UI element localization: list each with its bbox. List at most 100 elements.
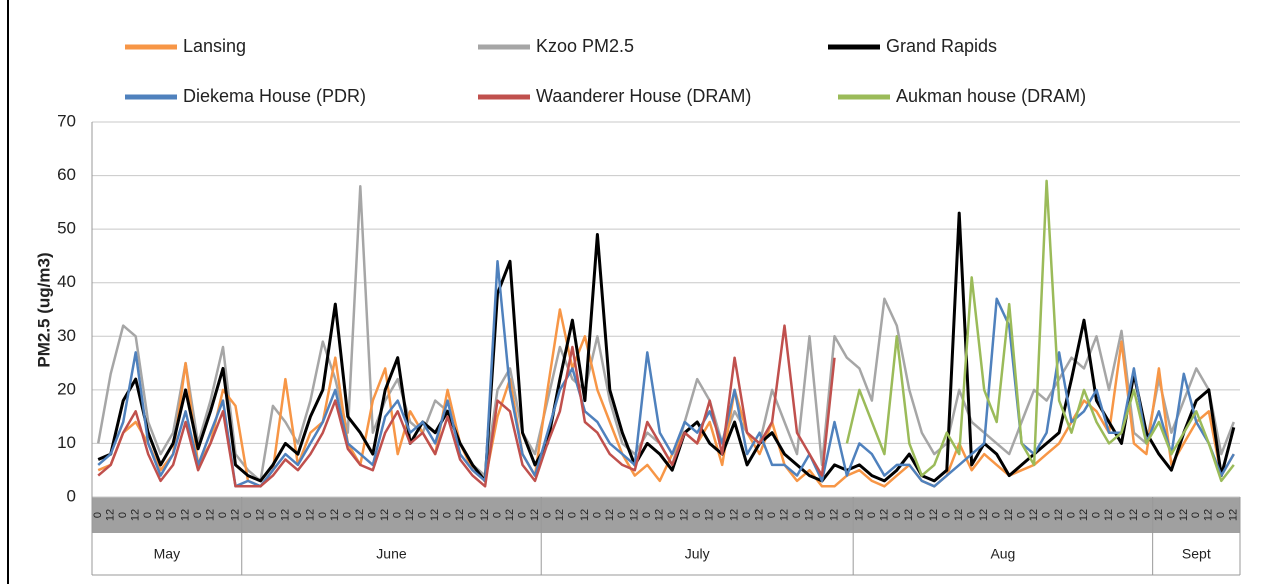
x-axis-band bbox=[92, 497, 1240, 533]
x-group-label: Sept bbox=[1182, 546, 1211, 562]
x-tick-label: 12 bbox=[1153, 509, 1165, 521]
series-line bbox=[97, 260, 1235, 488]
x-tick-label: 0 bbox=[541, 512, 553, 518]
x-tick-label: 0 bbox=[1140, 512, 1152, 518]
x-tick-label: 0 bbox=[1165, 512, 1177, 518]
x-tick-label: 12 bbox=[704, 509, 716, 521]
x-tick-label: 12 bbox=[454, 509, 466, 521]
legend-label: Waanderer House (DRAM) bbox=[536, 86, 751, 106]
x-tick-label: 0 bbox=[417, 512, 429, 518]
legend-label: Grand Rapids bbox=[886, 36, 997, 56]
x-tick-label: 0 bbox=[1190, 512, 1202, 518]
y-tick-label: 40 bbox=[57, 272, 76, 291]
x-tick-label: 0 bbox=[192, 512, 204, 518]
x-tick-label: 12 bbox=[1228, 509, 1240, 521]
x-tick-label: 0 bbox=[317, 512, 329, 518]
x-tick-label: 0 bbox=[991, 512, 1003, 518]
x-tick-label: 12 bbox=[903, 509, 915, 521]
x-tick-label: 12 bbox=[579, 509, 591, 521]
x-tick-label: 12 bbox=[778, 509, 790, 521]
x-group-label: May bbox=[154, 546, 180, 562]
x-tick-label: 0 bbox=[516, 512, 528, 518]
x-tick-label: 0 bbox=[392, 512, 404, 518]
legend-label: Lansing bbox=[183, 36, 246, 56]
x-tick-label: 12 bbox=[1103, 509, 1115, 521]
x-tick-label: 0 bbox=[741, 512, 753, 518]
x-tick-label: 12 bbox=[1128, 509, 1140, 521]
x-tick-label: 12 bbox=[229, 509, 241, 521]
x-group-label: Aug bbox=[990, 546, 1015, 562]
x-tick-label: 12 bbox=[828, 509, 840, 521]
x-tick-label: 0 bbox=[566, 512, 578, 518]
x-tick-label: 12 bbox=[1178, 509, 1190, 521]
x-tick-label: 12 bbox=[654, 509, 666, 521]
x-tick-label: 0 bbox=[491, 512, 503, 518]
x-tick-label: 12 bbox=[878, 509, 890, 521]
y-tick-label: 60 bbox=[57, 165, 76, 184]
x-tick-label: 12 bbox=[978, 509, 990, 521]
x-tick-label: 12 bbox=[803, 509, 815, 521]
x-tick-label: 0 bbox=[716, 512, 728, 518]
x-tick-label: 0 bbox=[691, 512, 703, 518]
x-tick-label: 12 bbox=[753, 509, 765, 521]
x-tick-label: 0 bbox=[841, 512, 853, 518]
x-tick-label: 12 bbox=[304, 509, 316, 521]
y-tick-label: 30 bbox=[57, 326, 76, 345]
series-line bbox=[97, 324, 836, 488]
x-tick-label: 0 bbox=[791, 512, 803, 518]
series-line bbox=[97, 308, 1235, 488]
x-tick-label: 0 bbox=[916, 512, 928, 518]
x-tick-label: 12 bbox=[1003, 509, 1015, 521]
x-tick-label: 12 bbox=[155, 509, 167, 521]
x-tick-label: 0 bbox=[1215, 512, 1227, 518]
x-tick-label: 12 bbox=[354, 509, 366, 521]
x-tick-label: 0 bbox=[242, 512, 254, 518]
x-tick-label: 0 bbox=[1016, 512, 1028, 518]
x-tick-label: 12 bbox=[604, 509, 616, 521]
y-tick-label: 0 bbox=[67, 486, 76, 505]
legend-label: Aukman house (DRAM) bbox=[896, 86, 1086, 106]
x-tick-label: 0 bbox=[641, 512, 653, 518]
x-tick-label: 12 bbox=[204, 509, 216, 521]
x-tick-label: 0 bbox=[591, 512, 603, 518]
x-tick-label: 0 bbox=[367, 512, 379, 518]
x-tick-label: 0 bbox=[966, 512, 978, 518]
x-tick-label: 12 bbox=[629, 509, 641, 521]
x-tick-label: 0 bbox=[1040, 512, 1052, 518]
x-tick-label: 12 bbox=[429, 509, 441, 521]
x-group-label: July bbox=[685, 546, 710, 562]
x-tick-label: 12 bbox=[679, 509, 691, 521]
x-tick-label: 12 bbox=[729, 509, 741, 521]
x-tick-label: 0 bbox=[1065, 512, 1077, 518]
x-tick-label: 0 bbox=[666, 512, 678, 518]
legend-label: Diekema House (PDR) bbox=[183, 86, 366, 106]
x-tick-label: 12 bbox=[479, 509, 491, 521]
x-tick-label: 12 bbox=[254, 509, 266, 521]
x-tick-label: 12 bbox=[329, 509, 341, 521]
legend-label: Kzoo PM2.5 bbox=[536, 36, 634, 56]
x-tick-label: 0 bbox=[1115, 512, 1127, 518]
x-tick-label: 12 bbox=[1203, 509, 1215, 521]
y-axis-label: PM2.5 (ug/m3) bbox=[34, 252, 53, 367]
x-tick-label: 12 bbox=[554, 509, 566, 521]
x-tick-label: 0 bbox=[466, 512, 478, 518]
x-tick-label: 12 bbox=[529, 509, 541, 521]
x-tick-label: 0 bbox=[117, 512, 129, 518]
y-tick-label: 20 bbox=[57, 379, 76, 398]
y-tick-label: 50 bbox=[57, 219, 76, 238]
x-tick-label: 12 bbox=[105, 509, 117, 521]
x-tick-label: 12 bbox=[1078, 509, 1090, 521]
x-tick-label: 12 bbox=[504, 509, 516, 521]
series-line bbox=[845, 179, 1235, 483]
x-tick-label: 0 bbox=[217, 512, 229, 518]
x-tick-label: 12 bbox=[179, 509, 191, 521]
x-tick-label: 0 bbox=[1090, 512, 1102, 518]
x-tick-label: 12 bbox=[1028, 509, 1040, 521]
x-tick-label: 0 bbox=[891, 512, 903, 518]
x-tick-label: 0 bbox=[342, 512, 354, 518]
x-tick-label: 0 bbox=[941, 512, 953, 518]
x-tick-label: 12 bbox=[953, 509, 965, 521]
x-tick-label: 0 bbox=[267, 512, 279, 518]
